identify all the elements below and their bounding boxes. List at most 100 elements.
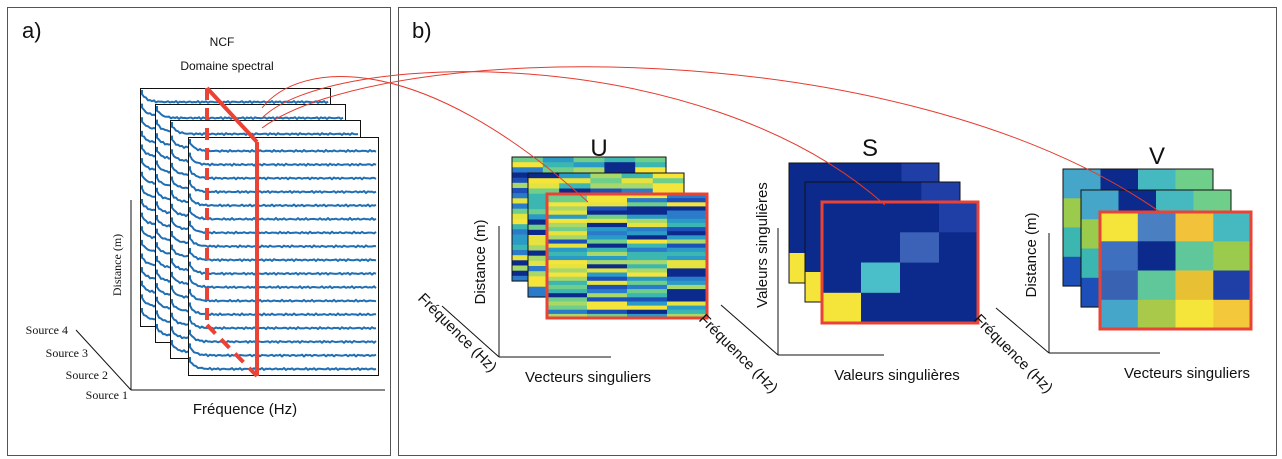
matrix-u-front-cell: [667, 305, 708, 311]
matrix-u-back1-cell: [621, 173, 654, 179]
matrix-u-back2-cell: [604, 162, 636, 168]
matrix-u-back1-cell: [621, 188, 654, 195]
matrix-u-front-cell: [547, 206, 588, 212]
matrix-u-front-cell: [587, 210, 628, 216]
matrix-u-front-cell: [667, 272, 708, 278]
matrix-u-front-cell: [627, 214, 668, 220]
matrix-v-front-cell: [1137, 270, 1177, 301]
matrix-v-front-cell: [1100, 241, 1139, 272]
matrix-u-back1-cell: [590, 183, 623, 190]
source-1-label: Source 1: [86, 388, 128, 402]
matrix-u-front-cell: [547, 214, 588, 220]
matrix-u-back2-cell: [573, 162, 605, 168]
matrix-u-z-axis: [441, 305, 500, 358]
panel-a-y-label: Distance (m): [110, 234, 124, 296]
ncf-trace: [189, 248, 377, 263]
matrix-u-front-cell: [587, 313, 628, 319]
matrix-u-front-cell: [547, 264, 588, 269]
matrix-u-back1-cell: [528, 250, 560, 257]
matrix-u-front-cell: [627, 243, 668, 249]
matrix-u-front-cell: [587, 235, 628, 240]
ncf-trace: [189, 343, 377, 358]
matrix-u-front-cell: [627, 194, 668, 199]
ncf-trace: [189, 302, 376, 317]
matrix-u-front-cell: [627, 239, 668, 245]
matrix-u-back1-cell: [528, 173, 560, 179]
matrix-u-front-cell: [587, 260, 628, 265]
matrix-u-front-cell: [587, 301, 628, 307]
matrix-u-front-cell: [667, 260, 708, 265]
matrix-u-front-cell: [627, 276, 668, 282]
matrix-u-front-layer: [546, 193, 708, 319]
matrix-u-front-cell: [587, 305, 628, 311]
matrix-u-front-cell: [547, 272, 588, 278]
matrix-u-back2-cell: [542, 157, 575, 163]
matrix-u-front-cell: [627, 218, 668, 224]
matrix-u-back1-cell: [528, 219, 560, 226]
matrix-u-back1-cell: [528, 209, 560, 215]
matrix-s-front-layer: [821, 201, 979, 324]
matrix-u-back1-cell: [652, 188, 685, 195]
matrix-u-front-cell: [587, 264, 628, 269]
matrix-u-front-cell: [627, 264, 668, 269]
matrix-u-front-cell: [627, 268, 668, 274]
matrix-u-back1-cell: [528, 224, 560, 231]
matrix-u-front-cell: [587, 214, 628, 220]
matrix-u-front-cell: [587, 284, 628, 290]
matrix-u-front-cell: [547, 210, 588, 216]
matrix-u-front-cell: [667, 280, 708, 286]
matrix-u-back1-cell: [528, 255, 560, 262]
matrix-u-back1-cell: [652, 178, 685, 184]
matrix-u-front-cell: [667, 293, 708, 298]
panel-a-title-ncf: NCF: [210, 35, 235, 49]
matrix-u-back2-cell: [573, 167, 605, 174]
ncf-trace: [171, 122, 359, 137]
matrix-v-front-cell: [1213, 270, 1252, 301]
matrix-u-highlight: [545, 192, 709, 320]
matrix-u-front-cell: [627, 210, 668, 216]
matrix-u-back1-cell: [621, 178, 654, 184]
ncf-trace: [189, 329, 377, 344]
matrix-u-front-cell: [547, 256, 588, 261]
matrix-u-front-cell: [547, 268, 588, 274]
matrix-v-title: V: [1149, 143, 1165, 170]
matrix-u-front-cell: [547, 218, 588, 224]
matrix-s-front-diag-cell: [822, 292, 861, 324]
matrix-u-front-cell: [627, 293, 668, 298]
matrix-u-front-cell: [667, 210, 708, 216]
matrix-u-front-cell: [627, 206, 668, 212]
matrix-u-front-cell: [667, 198, 708, 203]
matrix-u-back1-cell: [652, 183, 685, 190]
matrix-u-front-cell: [587, 280, 628, 286]
matrix-u-back2-cell: [604, 167, 636, 174]
matrix-u-front-cell: [667, 247, 708, 253]
matrix-u-title: U: [590, 135, 607, 162]
matrix-u-front-cell: [627, 256, 668, 261]
matrix-u-front-cell: [627, 202, 668, 207]
matrix-u-front-cell: [667, 214, 708, 220]
matrix-u-back1-cell: [528, 245, 560, 252]
ncf-trace: [189, 357, 377, 372]
matrix-u-x-label: Vecteurs singuliers: [525, 369, 651, 386]
panel-a-z-axis: [75, 329, 132, 391]
matrix-u-back1-cell: [528, 240, 560, 246]
panel-a-letter: a): [22, 18, 42, 43]
matrix-u-back1-cell: [528, 178, 560, 184]
matrix-u-front-cell: [627, 231, 668, 236]
red-solid-diagonal-top: [205, 86, 259, 144]
matrix-v-front-cell: [1175, 299, 1214, 330]
matrix-u-front-cell: [547, 305, 588, 311]
matrix-u-front-cell: [667, 256, 708, 261]
matrix-v-highlight: [1098, 210, 1253, 331]
matrix-u-front-cell: [627, 222, 668, 228]
matrix-u-front-cell: [667, 222, 708, 228]
matrix-u-front-cell: [667, 239, 708, 245]
matrix-u-front-cell: [667, 301, 708, 307]
matrix-v-front-cell: [1213, 299, 1252, 330]
matrix-v-front-cell: [1175, 270, 1214, 301]
matrix-s-front-diag-cell: [939, 202, 978, 233]
matrix-u-front-cell: [547, 293, 588, 298]
matrix-u-back2-cell: [512, 167, 544, 174]
matrix-u-front-cell: [547, 235, 588, 240]
